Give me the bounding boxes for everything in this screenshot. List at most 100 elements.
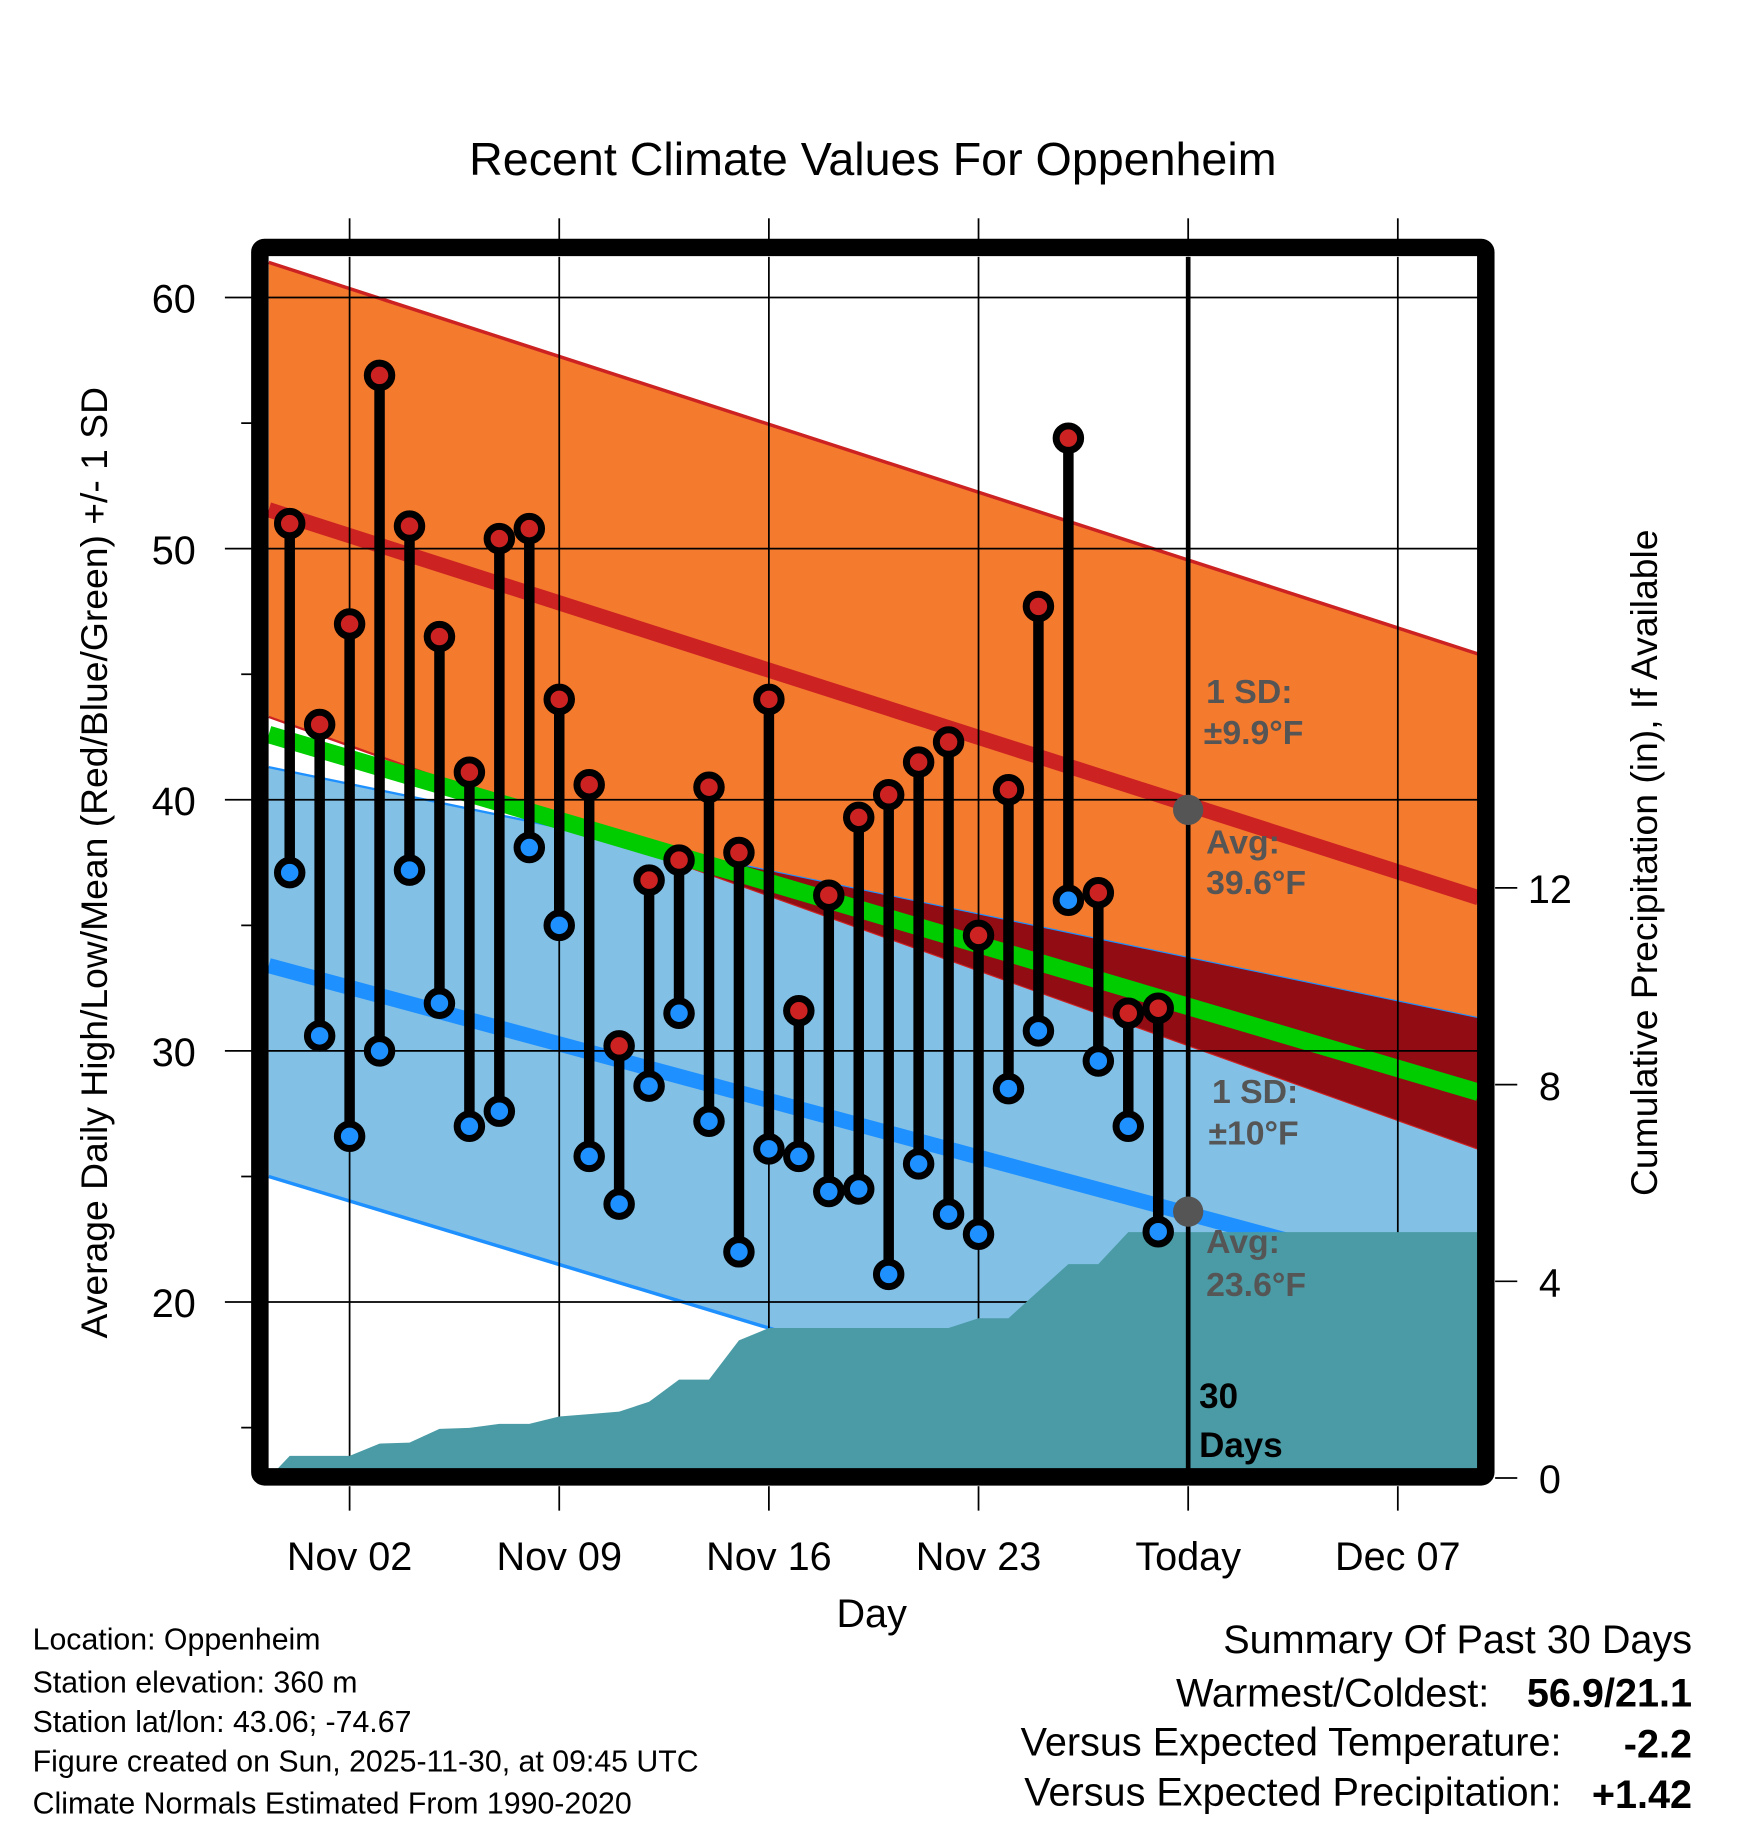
low-temp-marker [303,1020,336,1052]
high-temp-marker [753,683,785,716]
low-temp-marker [843,1173,875,1205]
low-avg-value: 23.6°F [1206,1266,1306,1304]
high-temp-marker [992,774,1025,806]
y-tick-label: 60 [152,278,196,322]
summary-warm-cold-label: Warmest/Coldest: [1176,1671,1489,1715]
footer-elevation: Station elevation: 360 m [33,1666,358,1699]
low-temp-marker [513,831,546,864]
x-tick-label: Nov 09 [496,1535,622,1579]
high-temp-marker [663,844,695,876]
high-temp-marker [1112,997,1145,1029]
high-temp-marker [573,768,605,801]
low-temp-marker [393,854,426,886]
high-temp-marker [513,512,546,545]
x-tick-label: Nov 23 [916,1535,1042,1579]
high-normal-line [268,502,1478,905]
x-axis-label: Day [836,1592,907,1636]
low-temp-marker [573,1140,605,1173]
summary-temp-label: Versus Expected Temperature: [1021,1720,1562,1764]
low-sd-value: ±10°F [1208,1115,1298,1153]
footer-info: Location: Oppenheim Station elevation: 3… [33,1623,699,1820]
high-temp-marker [1142,992,1174,1024]
high-temp-marker [843,801,875,834]
high-sd-label: 1 SD: [1206,673,1292,711]
high-temp-marker [902,746,935,778]
footer-location: Location: Oppenheim [33,1623,321,1656]
summary-precip-label: Versus Expected Precipitation: [1024,1770,1561,1814]
x-tick-label: Nov 16 [706,1535,832,1579]
low-temp-marker [872,1258,905,1291]
low-temp-marker [423,987,456,1019]
y-tick-label: 40 [152,780,196,824]
high-temp-marker [393,510,426,542]
low-temp-marker [333,1120,366,1153]
days-count-number: 30 [1199,1377,1238,1416]
high-temp-marker [363,359,396,392]
high-temp-marker [273,507,306,540]
low-temp-marker [813,1175,845,1208]
y-tick-label: 30 [152,1031,196,1075]
low-temp-marker [1022,1015,1055,1047]
low-avg-label: Avg: [1206,1223,1280,1261]
low-temp-marker [1052,884,1085,916]
high-sd-value: ±9.9°F [1204,714,1304,752]
footer-created: Figure created on Sun, 2025-11-30, at 09… [33,1746,699,1779]
low-temp-marker [753,1133,785,1165]
low-temp-marker [1112,1110,1145,1142]
footer-latlon: Station lat/lon: 43.06; -74.67 [33,1706,412,1739]
high-temp-marker [543,683,575,716]
high-temp-marker [723,836,755,869]
high-avg-label: Avg: [1206,823,1280,861]
low-temp-marker [962,1218,995,1250]
high-temp-marker [783,995,815,1027]
high-temp-marker [962,919,995,952]
summary-precip-value: +1.42 [1592,1773,1692,1817]
high-temp-marker [693,771,725,803]
plot-frame [251,238,1495,1486]
low-temp-marker [483,1095,516,1127]
y2-tick-label: 4 [1539,1261,1561,1305]
high-temp-marker [872,779,905,811]
low-temp-marker [693,1105,725,1137]
days-count-word: Days [1199,1426,1283,1465]
high-temp-marker [453,756,486,788]
high-temp-marker [633,864,665,896]
y-tick-label: 50 [152,529,196,573]
low-avg-dot [1173,1196,1204,1227]
low-temp-marker [663,997,695,1029]
summary-title: Summary Of Past 30 Days [1223,1618,1692,1662]
low-sd-label: 1 SD: [1212,1073,1298,1111]
low-temp-marker [1142,1216,1174,1248]
low-temp-marker [633,1070,665,1102]
y2-tick-label: 0 [1539,1458,1561,1502]
y2-tick-label: 12 [1528,868,1572,912]
high-temp-marker [603,1030,635,1062]
high-temp-marker [1082,876,1115,909]
y2-axis-label: Cumulative Precipitation (in), If Availa… [1623,529,1665,1196]
y-axis-label: Average Daily High/Low/Mean (Red/Blue/Gr… [73,387,115,1338]
low-temp-marker [603,1188,635,1220]
y-tick-label: 20 [152,1282,196,1326]
low-temp-marker [723,1236,755,1268]
low-temp-marker [1082,1045,1115,1077]
summary-panel: Summary Of Past 30 Days Warmest/Coldest:… [1021,1618,1692,1817]
low-temp-marker [932,1198,965,1230]
high-upper-line [268,260,1478,656]
low-temp-marker [543,909,575,942]
summary-warm-cold-value: 56.9/21.1 [1527,1671,1692,1715]
low-temp-marker [453,1110,486,1142]
low-temp-marker [783,1140,815,1173]
high-avg-dot [1173,794,1204,825]
high-temp-marker [333,608,366,640]
x-tick-label: Today [1135,1535,1241,1579]
summary-temp-value: -2.2 [1624,1723,1692,1767]
high-temp-marker [423,620,456,653]
low-temp-marker [902,1148,935,1180]
precip-area [277,1232,1478,1469]
x-tick-label: Dec 07 [1335,1535,1461,1579]
high-temp-marker [1052,422,1085,454]
low-temp-marker [273,856,306,889]
